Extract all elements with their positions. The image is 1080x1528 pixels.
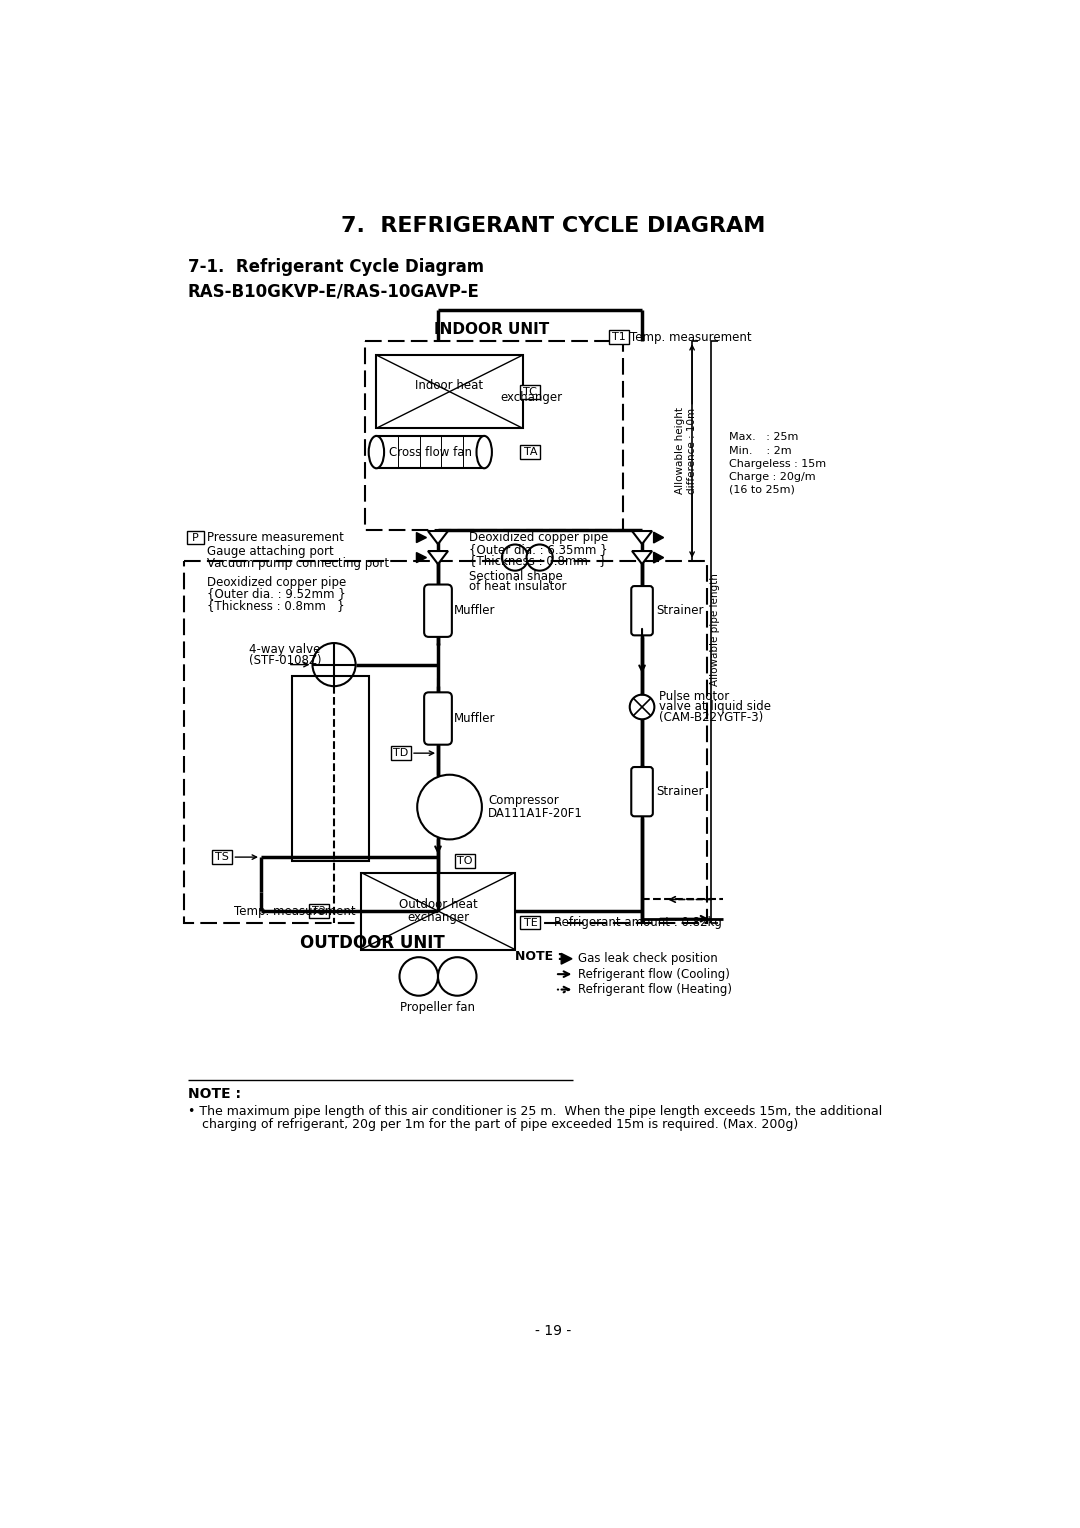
Bar [365,341,623,530]
Text: charging of refrigerant, 20g per 1m for the part of pipe exceeded 15m is require: charging of refrigerant, 20g per 1m for … [202,1118,798,1131]
Circle shape [527,544,553,570]
Text: Refrigerant flow (Cooling): Refrigerant flow (Cooling) [578,967,730,981]
Text: Refrigerant flow (Heating): Refrigerant flow (Heating) [578,983,732,996]
Text: valve at liquid side: valve at liquid side [659,700,771,714]
Text: RAS-B10GKVP-E/RAS-10GAVP-E: RAS-B10GKVP-E/RAS-10GAVP-E [188,283,480,299]
Text: Compressor: Compressor [488,795,558,807]
Text: Allowable height
difference : 10m: Allowable height difference : 10m [675,406,697,494]
Bar [213,850,232,863]
Polygon shape [417,553,427,562]
Text: Muffler: Muffler [454,604,495,617]
Text: INDOOR UNIT: INDOOR UNIT [434,322,550,338]
Text: Refrigerant amount : 0.82kg: Refrigerant amount : 0.82kg [554,917,721,929]
Text: OUTDOOR UNIT: OUTDOOR UNIT [300,934,445,952]
Text: - 19 -: - 19 - [536,1323,571,1337]
Text: NOTE :: NOTE : [515,949,563,963]
Text: Pulse motor: Pulse motor [659,689,729,703]
Text: {Outer dia. : 6.35mm }: {Outer dia. : 6.35mm } [469,542,607,556]
Text: T1: T1 [612,333,625,342]
FancyBboxPatch shape [424,585,451,637]
Polygon shape [632,532,652,544]
Text: TS: TS [216,853,229,862]
Text: Chargeless : 15m: Chargeless : 15m [729,458,826,469]
Text: Temp. measurement: Temp. measurement [234,905,355,917]
Text: TA: TA [524,448,537,457]
Bar [377,435,484,468]
Bar [361,872,515,949]
Ellipse shape [476,435,491,468]
Polygon shape [417,533,427,542]
Circle shape [417,775,482,839]
Bar [292,677,368,860]
Bar [455,854,475,868]
Bar [184,561,707,923]
Text: Max.   : 25m: Max. : 25m [729,432,798,443]
Bar [521,385,540,399]
Text: (16 to 25m): (16 to 25m) [729,484,795,495]
Text: TC: TC [524,387,538,397]
Text: 4-way valve: 4-way valve [249,643,321,656]
Circle shape [630,695,654,720]
Text: Outdoor heat: Outdoor heat [399,898,477,911]
Bar [391,746,411,759]
Bar [187,532,204,544]
Polygon shape [428,532,448,544]
Polygon shape [653,552,663,562]
Circle shape [502,544,528,570]
Bar [377,354,523,428]
Text: Deoxidized copper pipe: Deoxidized copper pipe [207,576,347,588]
Text: {Outer dia. : 9.52mm }: {Outer dia. : 9.52mm } [207,587,346,601]
Polygon shape [428,552,448,564]
Text: exchanger: exchanger [407,911,469,923]
Text: Vacuum pump connecting port: Vacuum pump connecting port [207,558,389,570]
Text: 7-1.  Refrigerant Cycle Diagram: 7-1. Refrigerant Cycle Diagram [188,258,484,275]
Bar [521,915,540,929]
Text: Gas leak check position: Gas leak check position [578,952,718,966]
Text: Temp. measurement: Temp. measurement [631,332,752,344]
Circle shape [400,957,438,996]
Text: Pressure measurement: Pressure measurement [207,532,343,544]
Text: TD: TD [393,749,408,758]
Text: Deoxidized copper pipe: Deoxidized copper pipe [469,532,608,544]
Text: Muffler: Muffler [454,712,495,724]
Bar [609,330,629,344]
Bar [521,445,540,458]
Text: of heat insulator: of heat insulator [469,581,566,593]
Text: NOTE :: NOTE : [188,1088,241,1102]
Bar [309,905,328,918]
Text: Strainer: Strainer [656,785,703,798]
Text: {Thickness : 0.8mm   }: {Thickness : 0.8mm } [469,555,607,567]
Circle shape [438,957,476,996]
Text: (STF-0108Z): (STF-0108Z) [249,654,322,668]
Text: DA111A1F-20F1: DA111A1F-20F1 [488,807,583,819]
Text: TO: TO [457,856,473,866]
Text: Min.    : 2m: Min. : 2m [729,446,792,455]
Polygon shape [653,532,663,542]
Polygon shape [562,953,572,964]
Text: exchanger: exchanger [500,391,563,405]
Text: Propeller fan: Propeller fan [401,1001,475,1013]
Circle shape [312,643,355,686]
FancyBboxPatch shape [632,587,652,636]
Text: TE: TE [524,917,537,927]
Text: T2: T2 [312,906,325,915]
Text: Charge : 20g/m: Charge : 20g/m [729,472,815,481]
Text: • The maximum pipe length of this air conditioner is 25 m.  When the pipe length: • The maximum pipe length of this air co… [188,1105,882,1117]
Text: 7.  REFRIGERANT CYCLE DIAGRAM: 7. REFRIGERANT CYCLE DIAGRAM [341,215,766,235]
Text: {Thickness : 0.8mm   }: {Thickness : 0.8mm } [207,599,345,611]
Text: P: P [192,533,199,542]
FancyBboxPatch shape [632,767,652,816]
Text: Gauge attaching port: Gauge attaching port [207,545,334,558]
Polygon shape [632,552,652,564]
Text: Indoor heat: Indoor heat [416,379,484,393]
Text: Strainer: Strainer [656,604,703,617]
Text: Sectional shape: Sectional shape [469,570,563,582]
Ellipse shape [368,435,384,468]
Text: Cross flow fan: Cross flow fan [389,446,472,458]
Text: Allowable pipe length: Allowable pipe length [711,573,720,686]
Text: (CAM-B22YGTF-3): (CAM-B22YGTF-3) [659,711,764,724]
FancyBboxPatch shape [424,692,451,744]
